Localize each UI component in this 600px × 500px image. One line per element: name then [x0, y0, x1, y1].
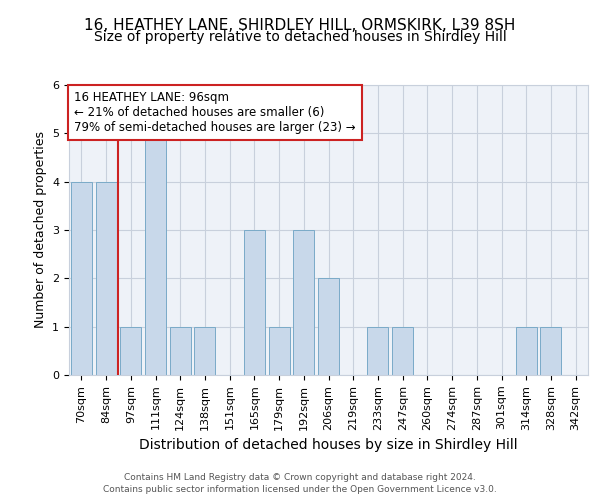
Bar [120, 326, 141, 375]
Text: Size of property relative to detached houses in Shirdley Hill: Size of property relative to detached ho… [94, 30, 506, 44]
Y-axis label: Number of detached properties: Number of detached properties [34, 132, 47, 328]
Bar [516, 326, 537, 375]
Text: Contains public sector information licensed under the Open Government Licence v3: Contains public sector information licen… [103, 485, 497, 494]
Bar [318, 278, 339, 375]
Bar [392, 326, 413, 375]
Bar [269, 326, 290, 375]
Bar [194, 326, 215, 375]
Bar [293, 230, 314, 375]
Text: Contains HM Land Registry data © Crown copyright and database right 2024.: Contains HM Land Registry data © Crown c… [124, 472, 476, 482]
Bar [170, 326, 191, 375]
Bar [244, 230, 265, 375]
X-axis label: Distribution of detached houses by size in Shirdley Hill: Distribution of detached houses by size … [139, 438, 518, 452]
Bar [95, 182, 116, 375]
Bar [367, 326, 388, 375]
Bar [145, 134, 166, 375]
Bar [71, 182, 92, 375]
Bar [541, 326, 562, 375]
Text: 16 HEATHEY LANE: 96sqm
← 21% of detached houses are smaller (6)
79% of semi-deta: 16 HEATHEY LANE: 96sqm ← 21% of detached… [74, 91, 356, 134]
Text: 16, HEATHEY LANE, SHIRDLEY HILL, ORMSKIRK, L39 8SH: 16, HEATHEY LANE, SHIRDLEY HILL, ORMSKIR… [85, 18, 515, 32]
